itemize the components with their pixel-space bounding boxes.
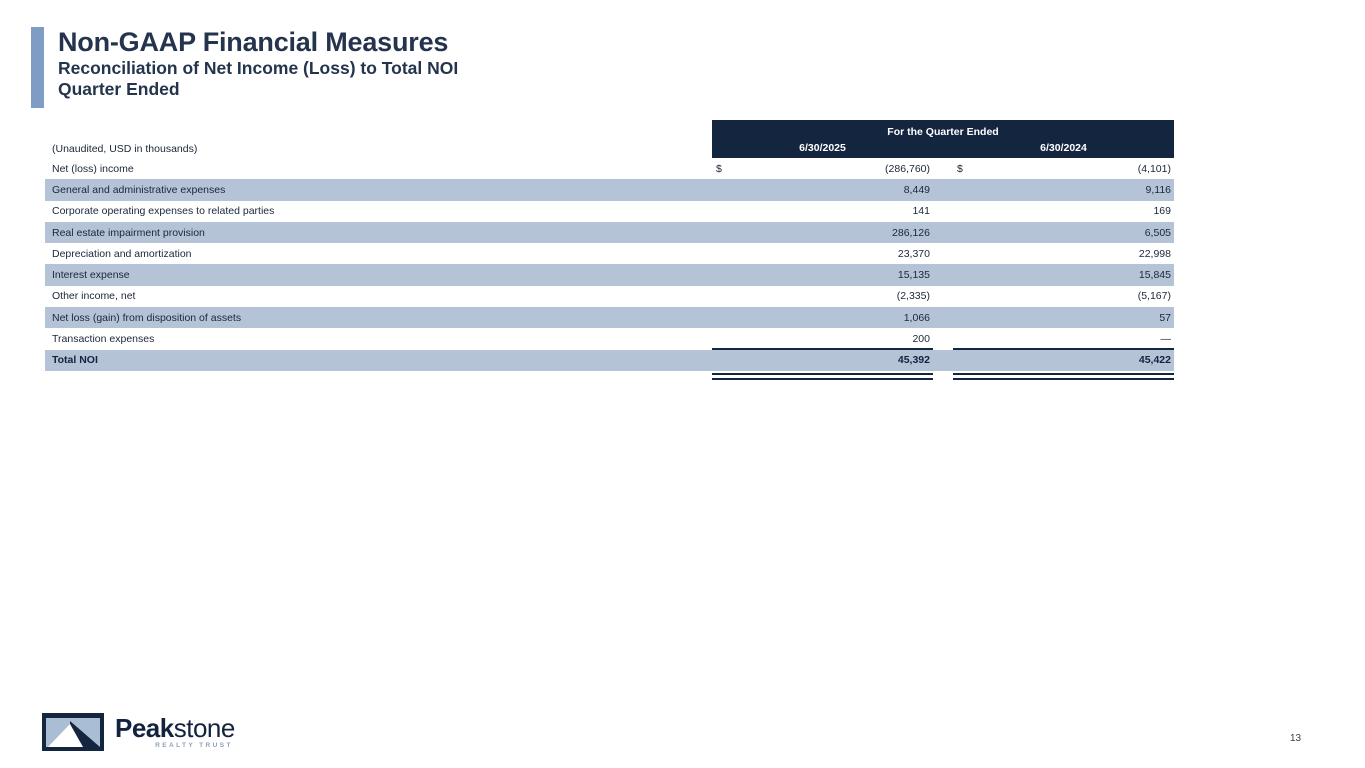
value-2024-text: (5,167) — [1137, 290, 1171, 303]
row-label: Total NOI — [52, 354, 98, 367]
value-2025-text: 286,126 — [892, 226, 930, 239]
company-logo: Peakstone REALTY TRUST — [42, 713, 235, 751]
table-row-total: Total NOI 45,392 45,422 — [45, 349, 1174, 371]
value-2024-text: 169 — [1153, 205, 1171, 218]
page-subtitle-period: Quarter Ended — [58, 79, 180, 99]
title-block: Non-GAAP Financial Measures Reconciliati… — [31, 27, 458, 108]
logo-brand-bold: Peak — [115, 713, 174, 743]
value-2024: $ (4,101) — [953, 163, 1174, 175]
value-2025-text: 200 — [912, 333, 930, 346]
value-2025: 23,370 — [712, 248, 933, 260]
row-label: Interest expense — [52, 269, 130, 282]
value-2024: — — [953, 333, 1174, 345]
subtotal-rule-2025 — [712, 348, 933, 350]
row-label: Real estate impairment provision — [52, 226, 205, 239]
value-2024: 169 — [953, 205, 1174, 217]
value-2025: 8,449 — [712, 184, 933, 196]
value-2024: 22,998 — [953, 248, 1174, 260]
value-2025-text: 8,449 — [903, 183, 930, 196]
row-label: Other income, net — [52, 290, 136, 303]
title-accent-bar — [31, 27, 44, 108]
peakstone-logo-icon — [42, 713, 104, 751]
value-2025-text: 23,370 — [897, 247, 930, 260]
row-label: Corporate operating expenses to related … — [52, 205, 275, 218]
value-2025: $ (286,760) — [712, 163, 933, 175]
table-row: Transaction expenses 200 — — [45, 328, 1174, 349]
value-2025: 45,392 — [712, 354, 933, 366]
value-2025: 200 — [712, 333, 933, 345]
row-label: Net loss (gain) from disposition of asse… — [52, 311, 242, 324]
page-title: Non-GAAP Financial Measures — [58, 27, 449, 57]
table-header-group-label: For the Quarter Ended — [887, 126, 999, 138]
table-row: Real estate impairment provision 286,126 6… — [45, 221, 1174, 244]
row-label: Net (loss) income — [52, 162, 134, 175]
value-2025: 141 — [712, 205, 933, 217]
value-2024-text: 22,998 — [1138, 247, 1171, 260]
logo-brand-light: stone — [173, 713, 236, 743]
value-2024-text: — — [1160, 333, 1172, 346]
value-2025-text: 45,392 — [897, 354, 930, 367]
logo-wordmark: Peakstone REALTY TRUST — [115, 715, 235, 749]
table-row: Net (loss) income $ (286,760) $ (4,101) — [45, 158, 1174, 179]
table-note: (Unaudited, USD in thousands) — [52, 143, 198, 155]
table-row: Depreciation and amortization 23,370 22,99… — [45, 243, 1174, 264]
value-2024: 45,422 — [953, 354, 1174, 366]
table-body: Net (loss) income $ (286,760) $ (4,101) Gener… — [45, 158, 1174, 371]
table-row: Interest expense 15,135 15,845 — [45, 264, 1174, 286]
value-2024: 15,845 — [953, 269, 1174, 281]
currency-symbol: $ — [957, 162, 963, 175]
table-row: Net loss (gain) from disposition of asse… — [45, 307, 1174, 329]
value-2024-text: 57 — [1159, 311, 1171, 324]
table-header: For the Quarter Ended 6/30/2025 6/30/202… — [712, 120, 1174, 158]
value-2024: 57 — [953, 312, 1174, 324]
page-subtitle: Reconciliation of Net Income (Loss) to T… — [58, 58, 459, 78]
value-2024-text: 15,845 — [1138, 269, 1171, 282]
table-row: Corporate operating expenses to related … — [45, 201, 1174, 222]
value-2025-text: 1,066 — [903, 311, 930, 324]
value-2025: 286,126 — [712, 227, 933, 239]
value-2024-text: 45,422 — [1138, 354, 1171, 367]
value-2024-text: 9,116 — [1145, 183, 1172, 196]
value-2025-text: 141 — [912, 205, 930, 218]
total-double-rule-2025 — [712, 372, 933, 380]
row-label: Transaction expenses — [52, 333, 155, 346]
column-gap — [933, 142, 953, 154]
column-header-2024: 6/30/2024 — [1040, 142, 1087, 154]
row-label: Depreciation and amortization — [52, 247, 192, 260]
table-row: Other income, net (2,335) (5,167) — [45, 286, 1174, 307]
subtotal-rule-2024 — [953, 348, 1174, 350]
value-2024-text: (4,101) — [1137, 162, 1171, 175]
value-2024: 6,505 — [953, 227, 1174, 239]
total-double-rule-2024 — [953, 372, 1174, 380]
value-2024: 9,116 — [953, 184, 1174, 196]
value-2025-text: (2,335) — [896, 290, 930, 303]
column-header-2025: 6/30/2025 — [799, 142, 846, 154]
logo-tagline: REALTY TRUST — [155, 742, 233, 749]
row-label: General and administrative expenses — [52, 183, 226, 196]
value-2025: 1,066 — [712, 312, 933, 324]
value-2025: 15,135 — [712, 269, 933, 281]
value-2025: (2,335) — [712, 290, 933, 302]
value-2025-text: (286,760) — [885, 162, 930, 175]
table-row: General and administrative expenses 8,449… — [45, 179, 1174, 201]
value-2024-text: 6,505 — [1144, 226, 1171, 239]
value-2025-text: 15,135 — [897, 269, 930, 282]
currency-symbol: $ — [716, 162, 722, 175]
value-2024: (5,167) — [953, 290, 1174, 302]
reconciliation-table: (Unaudited, USD in thousands) For the Qu… — [45, 120, 1174, 382]
page-number: 13 — [1290, 733, 1302, 744]
